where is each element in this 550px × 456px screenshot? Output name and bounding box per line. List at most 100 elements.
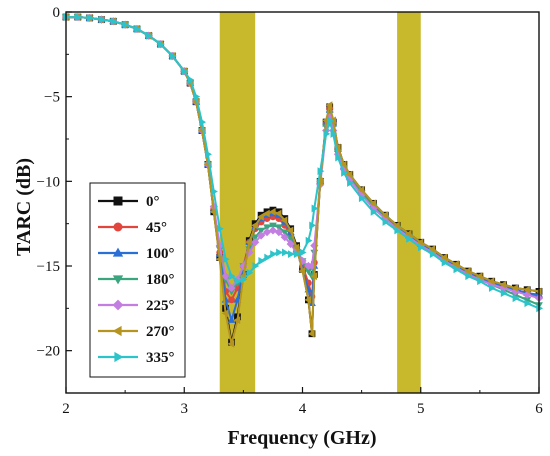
data-point	[227, 339, 235, 348]
data-point	[268, 226, 278, 235]
x-tick-label: 2	[62, 401, 70, 417]
legend-item: 270°	[98, 324, 175, 340]
data-point	[287, 250, 295, 259]
data-point	[211, 187, 218, 196]
data-point	[98, 15, 106, 24]
data-point	[240, 275, 248, 284]
data-point	[416, 238, 424, 247]
data-point	[280, 233, 289, 242]
data-point	[298, 267, 306, 275]
y-tick-label: 0	[53, 5, 61, 21]
data-point	[286, 239, 295, 249]
y-axis-title: TARC (dB)	[13, 158, 35, 256]
data-point	[268, 207, 276, 216]
data-point	[280, 229, 289, 237]
y-tick-label: −10	[37, 174, 60, 190]
data-point	[477, 277, 484, 286]
data-point	[511, 287, 520, 296]
legend-item: 0°	[98, 194, 160, 210]
data-point	[110, 17, 118, 26]
data-point	[333, 143, 341, 152]
data-point	[512, 294, 520, 303]
data-point	[311, 204, 319, 213]
highlight-band	[397, 12, 421, 393]
data-point	[252, 262, 260, 270]
data-point	[441, 258, 449, 267]
legend-marker	[113, 222, 123, 232]
y-tick-label: −20	[37, 344, 60, 360]
data-point	[257, 212, 264, 221]
data-point	[209, 207, 217, 216]
data-point	[146, 31, 153, 40]
data-point	[134, 25, 142, 33]
data-point	[258, 257, 266, 265]
data-point	[280, 216, 288, 225]
data-point	[251, 238, 260, 247]
data-point	[304, 268, 313, 276]
data-point	[369, 199, 377, 208]
legend-item: 100°	[98, 246, 175, 262]
data-point	[305, 236, 313, 245]
x-tick-label: 4	[299, 401, 307, 417]
data-point	[339, 160, 347, 169]
data-point	[263, 224, 271, 232]
data-point	[381, 211, 388, 220]
data-point	[274, 209, 282, 218]
data-point	[286, 226, 294, 235]
data-point	[262, 228, 272, 237]
data-point	[270, 250, 278, 259]
data-point	[181, 67, 189, 76]
data-point	[511, 284, 519, 292]
data-point	[382, 218, 390, 226]
legend-label: 270°	[146, 324, 175, 340]
data-point	[345, 170, 353, 179]
x-axis-title: Frequency (GHz)	[227, 427, 376, 449]
legend: 0° 45° 100° 180° 225° 270° 335°	[89, 182, 186, 378]
legend-marker	[112, 325, 122, 337]
legend-label: 45°	[146, 220, 167, 236]
legend-label: 225°	[146, 298, 175, 314]
data-point	[347, 179, 354, 187]
data-point	[307, 329, 315, 338]
data-point	[222, 255, 230, 264]
legend-marker	[112, 247, 124, 257]
data-point	[487, 277, 495, 286]
data-point	[86, 14, 94, 22]
legend-label: 180°	[146, 272, 175, 288]
legend-label: 335°	[146, 350, 175, 366]
legend-item: 225°	[98, 298, 175, 314]
data-point	[309, 221, 317, 230]
legend-item: 335°	[98, 350, 175, 366]
data-point	[257, 231, 266, 240]
data-point	[274, 224, 283, 232]
data-point	[357, 185, 365, 194]
data-point	[523, 285, 530, 294]
data-point	[304, 295, 312, 304]
data-point	[326, 116, 334, 125]
data-point	[325, 101, 333, 110]
data-point	[234, 277, 242, 286]
data-point	[440, 253, 448, 262]
data-point	[418, 243, 425, 252]
data-point	[299, 248, 307, 257]
data-point	[465, 272, 473, 281]
x-tick-label: 3	[181, 401, 189, 417]
data-point	[282, 248, 289, 257]
data-point	[292, 243, 300, 252]
data-point	[523, 297, 532, 304]
data-point	[233, 316, 241, 325]
y-tick-label: −5	[44, 90, 60, 106]
y-tick-label: −15	[37, 259, 60, 275]
series-lines	[61, 13, 544, 348]
data-point	[335, 153, 343, 162]
data-point	[227, 316, 236, 323]
data-point	[274, 228, 283, 237]
legend-marker	[112, 275, 124, 285]
series-6	[63, 13, 544, 313]
data-point	[406, 234, 414, 243]
axes: 2 3 4 5 6 0 −5 −10 −15 −20	[37, 5, 544, 417]
data-point	[221, 309, 229, 318]
data-point	[257, 227, 266, 235]
data-point	[310, 272, 318, 281]
